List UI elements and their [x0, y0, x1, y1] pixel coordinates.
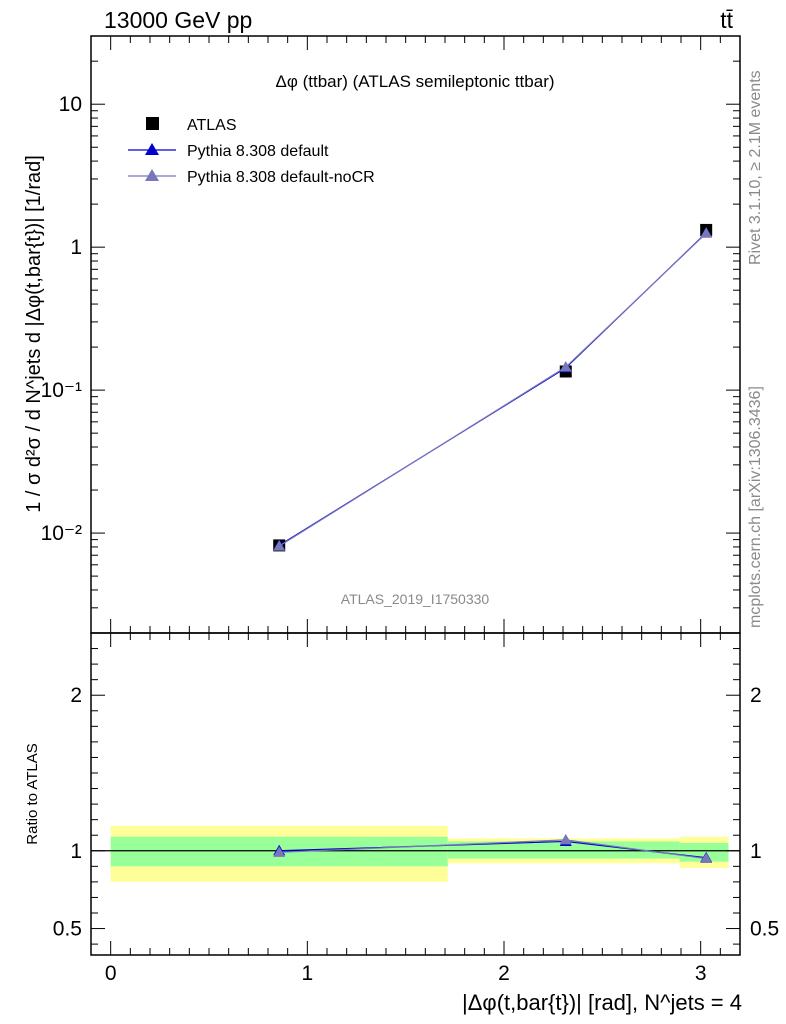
x-tick-label: 0 — [105, 962, 117, 985]
legend-label-default: Pythia 8.308 default — [187, 143, 329, 160]
header-right: tt̄ — [720, 7, 733, 33]
legend: ATLAS Pythia 8.308 default Pythia 8.308 … — [128, 117, 375, 186]
x-tick-label: 3 — [695, 962, 707, 985]
ratio-point-nocr — [559, 833, 572, 845]
ratio-plot-frame — [90, 632, 741, 956]
ratio-point-nocr — [700, 852, 713, 864]
x-tick-label: 2 — [498, 962, 510, 985]
legend-marker-atlas — [146, 117, 159, 130]
ratio-y-tick-label: 2 — [70, 684, 82, 707]
ratio-y-tick-label: 1 — [70, 840, 82, 863]
mcplots-label: mcplots.cern.ch [arXiv:1306.3436] — [747, 386, 764, 628]
legend-marker-default — [145, 143, 159, 155]
main-y-tick-label: 10⁻² — [41, 522, 82, 545]
legend-label-atlas: ATLAS — [187, 117, 237, 134]
rivet-label: Rivet 3.1.10, ≥ 2.1M events — [747, 70, 764, 265]
analysis-watermark: ATLAS_2019_I1750330 — [341, 591, 490, 607]
x-axis-label: |Δφ(t,bar{t})| [rad], N^jets = 4 — [462, 990, 742, 1015]
legend-label-nocr: Pythia 8.308 default-noCR — [187, 169, 375, 186]
ratio-y-axis-label: Ratio to ATLAS — [24, 743, 41, 844]
series-line-default — [278, 232, 707, 546]
ratio-y-tick-label-right: 2 — [750, 684, 762, 707]
legend-marker-nocr — [145, 169, 159, 181]
series-point-nocr — [700, 227, 713, 238]
ratio-plot-panel: 0 1 2 3 0.5 0.5 1 1 2 2 Ratio to ATLAS |Δφ(t,bar{… — [24, 632, 779, 1015]
series-point-nocr — [273, 540, 286, 551]
series-line-nocr — [278, 232, 707, 547]
main-plot-panel: 10⁻² 10⁻¹ 1 10 Δφ (ttbar) (ATLAS semilepton… — [23, 35, 741, 634]
series-point-nocr — [559, 361, 572, 372]
header-left: 13000 GeV pp — [104, 7, 252, 33]
ratio-y-tick-label-right: 1 — [750, 840, 762, 863]
ratio-point-nocr — [273, 846, 286, 857]
ratio-y-tick-label: 0.5 — [53, 918, 82, 941]
main-y-tick-label: 10⁻¹ — [41, 379, 82, 402]
ratio-y-tick-label-right: 0.5 — [750, 918, 779, 941]
main-y-tick-label: 1 — [70, 236, 82, 259]
main-plot-title: Δφ (ttbar) (ATLAS semileptonic ttbar) — [275, 72, 554, 91]
x-tick-label: 1 — [301, 962, 313, 985]
ratio-band-inner-1 — [447, 841, 680, 859]
main-y-tick-label: 10 — [59, 93, 82, 116]
main-y-axis-label: 1 / σ d²σ / d N^jets d |Δφ(t,bar{t})| [1… — [23, 155, 45, 513]
